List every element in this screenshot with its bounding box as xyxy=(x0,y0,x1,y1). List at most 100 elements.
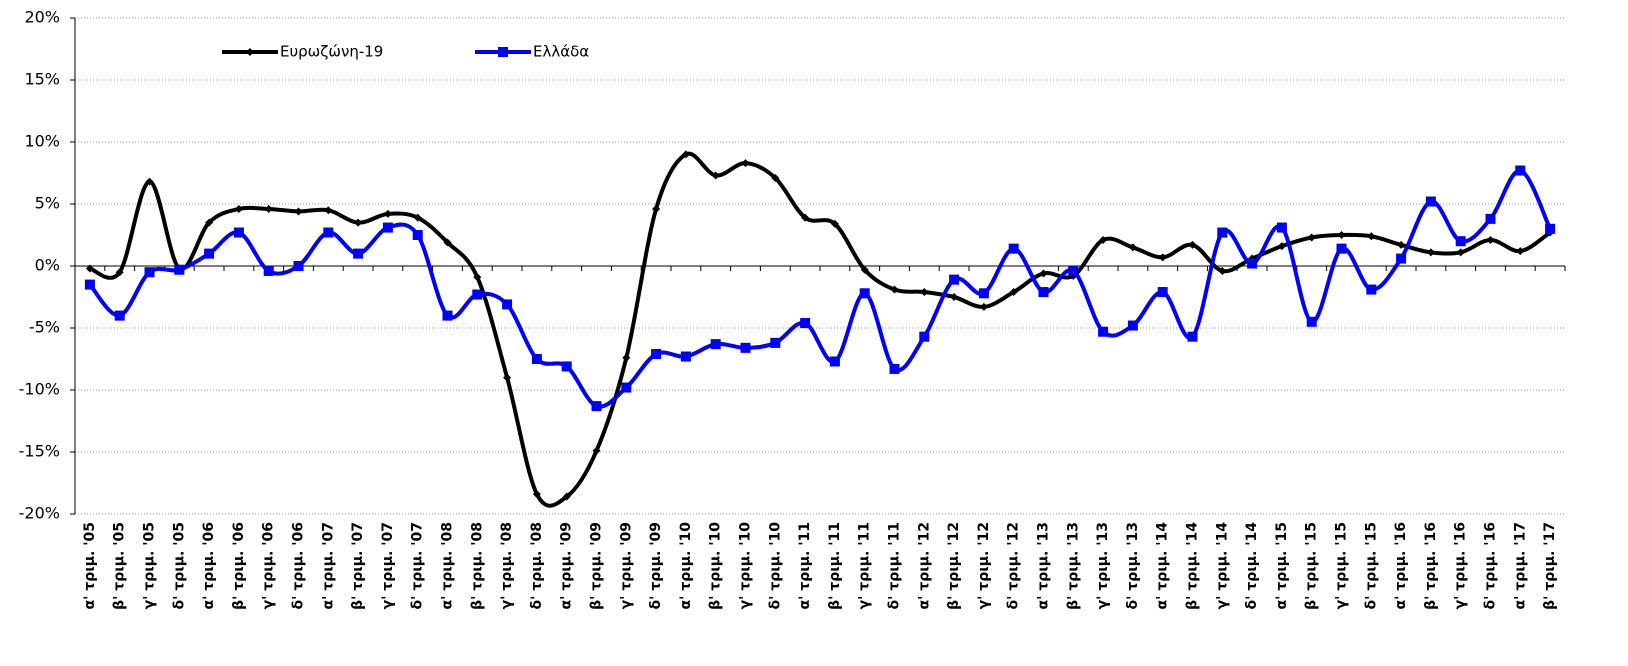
marker xyxy=(1336,243,1347,254)
x-tick-label: γ' τριμ. '09 xyxy=(618,522,634,609)
marker xyxy=(1306,316,1317,327)
marker xyxy=(1098,326,1109,337)
legend-label: Ευρωζώνη-19 xyxy=(280,43,383,61)
marker xyxy=(246,48,254,56)
x-tick-label: α' τριμ. '17 xyxy=(1512,522,1528,609)
marker xyxy=(1218,266,1227,275)
y-tick-label: -20% xyxy=(19,504,60,523)
marker xyxy=(711,171,720,180)
marker xyxy=(979,302,988,311)
x-tick-label: β' τριμ. '16 xyxy=(1423,522,1439,610)
y-tick-label: -15% xyxy=(19,442,60,461)
marker xyxy=(472,289,483,300)
x-tick-label: α' τριμ. '06 xyxy=(201,522,217,609)
y-tick-label: 10% xyxy=(24,132,60,151)
marker xyxy=(383,209,392,218)
marker xyxy=(1099,235,1108,244)
series-line xyxy=(89,151,1552,508)
marker xyxy=(114,310,125,321)
marker xyxy=(1188,240,1197,249)
marker xyxy=(144,267,155,278)
marker xyxy=(890,285,899,294)
x-tick-label: δ' τριμ. '11 xyxy=(887,522,903,609)
x-tick-label: β' τριμ. '15 xyxy=(1304,522,1320,610)
marker xyxy=(771,173,780,182)
marker xyxy=(1009,288,1018,297)
x-tick-label: β' τριμ. '10 xyxy=(708,522,724,610)
x-tick-label: γ' τριμ. '10 xyxy=(738,522,754,610)
marker xyxy=(920,288,929,297)
x-tick-label: γ' τριμ. '13 xyxy=(1095,522,1111,609)
marker xyxy=(204,248,215,259)
marker xyxy=(473,273,482,282)
marker xyxy=(382,222,393,233)
marker xyxy=(1217,227,1228,238)
x-tick-label: α' τριμ. '11 xyxy=(797,522,813,609)
marker xyxy=(1247,258,1258,269)
marker xyxy=(1426,248,1435,257)
y-tick-label: 0% xyxy=(35,256,60,275)
marker xyxy=(532,490,541,499)
marker xyxy=(324,206,333,215)
marker xyxy=(950,293,959,301)
y-tick-label: -5% xyxy=(29,318,60,337)
x-tick-label: γ' τριμ. '11 xyxy=(857,522,873,609)
x-tick-label: β' τριμ. '08 xyxy=(469,522,485,610)
marker xyxy=(621,382,632,393)
x-tick-label: δ' τριμ. '13 xyxy=(1125,522,1141,609)
x-tick-label: α' τριμ. '15 xyxy=(1274,522,1290,609)
marker xyxy=(919,331,930,342)
x-tick-label: β' τριμ. '13 xyxy=(1065,522,1081,610)
marker xyxy=(353,248,364,259)
y-tick-label: 20% xyxy=(24,8,60,27)
marker xyxy=(652,204,661,213)
marker xyxy=(592,446,601,455)
marker xyxy=(740,342,751,353)
marker xyxy=(85,264,94,273)
marker xyxy=(800,318,811,329)
marker xyxy=(1277,242,1286,251)
marker xyxy=(498,47,508,57)
marker xyxy=(294,207,303,216)
x-tick-label: δ' τριμ. '09 xyxy=(648,522,664,609)
x-tick-label: α' τριμ. '09 xyxy=(559,522,575,609)
marker xyxy=(1456,248,1465,257)
marker xyxy=(1366,284,1377,295)
marker xyxy=(770,337,781,348)
marker xyxy=(949,274,960,285)
marker xyxy=(1158,253,1167,262)
marker xyxy=(205,218,214,227)
marker xyxy=(531,354,542,364)
x-tick-label: δ' τριμ. '06 xyxy=(291,522,307,609)
y-tick-label: -10% xyxy=(19,380,60,399)
marker xyxy=(651,349,662,360)
marker xyxy=(681,150,690,159)
series-line xyxy=(88,168,1552,409)
marker xyxy=(293,261,304,271)
x-tick-label: β' τριμ. '14 xyxy=(1185,522,1201,610)
marker xyxy=(859,288,870,299)
marker xyxy=(115,268,124,277)
marker xyxy=(741,159,750,168)
marker xyxy=(503,373,512,382)
marker xyxy=(412,230,423,240)
marker xyxy=(1455,236,1466,247)
x-tick-label: β' τριμ. '09 xyxy=(589,522,605,610)
marker xyxy=(174,264,185,275)
marker xyxy=(591,401,602,412)
x-tick-label: β' τριμ. '05 xyxy=(112,522,128,610)
marker xyxy=(561,361,572,372)
marker xyxy=(860,265,869,274)
marker xyxy=(1068,265,1079,276)
marker xyxy=(710,339,721,350)
x-tick-label: γ' τριμ. '15 xyxy=(1334,522,1350,609)
x-tick-label: δ' τριμ. '12 xyxy=(1006,522,1022,609)
x-tick-label: δ' τριμ. '10 xyxy=(767,522,783,610)
x-tick-label: β' τριμ. '12 xyxy=(946,522,962,610)
x-tick-label: α' τριμ. '10 xyxy=(678,522,694,610)
x-tick-label: γ' τριμ. '06 xyxy=(261,522,277,609)
x-tick-label: β' τριμ. '17 xyxy=(1542,522,1558,610)
marker xyxy=(1008,243,1019,254)
marker xyxy=(1307,233,1316,242)
